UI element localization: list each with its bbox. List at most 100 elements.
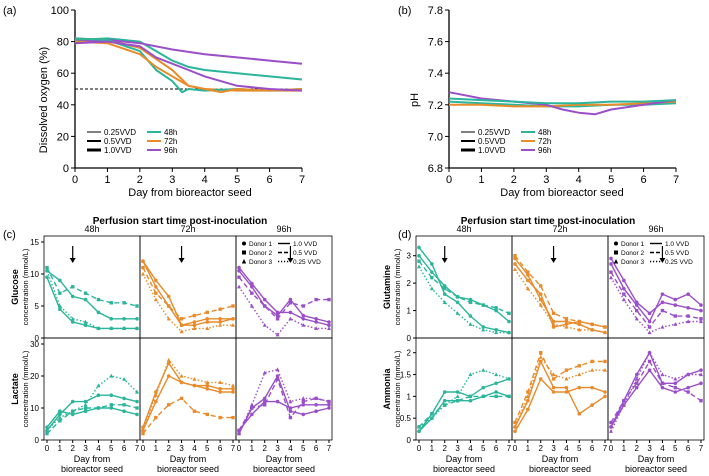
d-data-point [564, 324, 569, 329]
d-data-point [603, 325, 607, 329]
d-data-point [699, 372, 703, 377]
d-legend-style-label: 1.0 VVD [665, 241, 690, 248]
d-data-point [647, 368, 652, 372]
b-x-tick-label: 4 [576, 174, 582, 186]
d-data-point [609, 429, 613, 433]
c-data-point [288, 415, 293, 420]
c-data-point [135, 317, 139, 321]
d-data-point [481, 394, 486, 399]
c-data-point [179, 317, 184, 321]
c-series-line [46, 270, 137, 320]
c-data-point [109, 393, 114, 398]
d-series-line [610, 360, 702, 423]
d-data-point [513, 256, 517, 261]
c-series-line [238, 400, 329, 431]
b-x-tick-label: 1 [478, 174, 484, 186]
d-data-point [590, 403, 594, 407]
c-data-point [205, 317, 210, 321]
d-data-point [430, 416, 434, 420]
d-x-tick-label: 7 [603, 444, 608, 453]
a-x-tick-label: 5 [234, 174, 240, 186]
d-column-header: 48h [456, 224, 471, 234]
c-data-point [205, 380, 210, 384]
d-series-line [610, 258, 702, 315]
d-data-point [442, 284, 447, 288]
d-series-line [610, 351, 701, 432]
d-data-point [507, 330, 511, 335]
d-data-point [442, 390, 447, 394]
d-data-point [551, 390, 556, 394]
panel-b-xlabel: Day from bioreactor seed [500, 187, 624, 199]
d-data-point [609, 425, 613, 429]
d-x-tick-label: 0 [513, 444, 518, 453]
c-data-point [109, 403, 113, 407]
d-data-point [609, 275, 613, 280]
c-data-point [122, 403, 126, 407]
d-data-point [417, 253, 421, 258]
c-data-point [231, 390, 235, 394]
d-data-point [634, 300, 639, 305]
d-data-point [660, 308, 665, 313]
d-xlabel-line2: bioreactor seed [529, 464, 591, 474]
c-data-point [45, 265, 49, 270]
d-x-tick-label: 3 [647, 444, 652, 453]
c-data-point [192, 313, 197, 318]
d-data-point [455, 390, 460, 394]
d-data-point [417, 429, 421, 434]
c-data-point [70, 409, 75, 413]
d-column-header: 72h [552, 224, 567, 234]
d-row-label: Glutamine [382, 265, 392, 309]
c-data-point [263, 403, 267, 407]
c-data-point [70, 294, 75, 299]
c-series-line [238, 267, 330, 326]
c-x-tick-label: 1 [154, 444, 159, 453]
d-data-point [686, 319, 691, 324]
d-data-point [686, 390, 690, 394]
d-y-tick-label: 1.5 [400, 371, 412, 380]
d-legend-donor-label: Donor 1 [621, 241, 645, 248]
a-y-tick-label: 0 [63, 163, 69, 175]
c-data-point [250, 406, 254, 410]
d-data-point [442, 398, 447, 403]
c-data-point [249, 303, 254, 308]
d-xlabel-line2: bioreactor seed [625, 464, 687, 474]
c-series-line [142, 273, 233, 333]
d-data-point [699, 381, 703, 386]
c-data-point [122, 301, 126, 305]
d-data-point [513, 420, 517, 425]
b-y-tick-label: 7.6 [428, 37, 443, 49]
d-x-tick-label: 0 [417, 444, 422, 453]
b-y-tick-label: 7.2 [428, 100, 443, 112]
d-data-point [494, 327, 498, 332]
c-data-point [314, 403, 318, 407]
d-data-point [647, 330, 652, 335]
panel-c-label: (c) [3, 229, 16, 241]
c-xlabel-line1: Day from [74, 454, 111, 464]
c-data-point [250, 281, 254, 286]
c-data-point [262, 297, 267, 302]
c-data-point [301, 396, 306, 400]
c-subplot-frame [235, 337, 333, 441]
c-data-point [109, 406, 114, 410]
d-data-point [660, 385, 665, 390]
d-data-point [551, 325, 556, 329]
a-series-96h [74, 39, 303, 65]
c-data-point [58, 409, 62, 414]
d-data-point [525, 286, 530, 291]
b-legend-style-label: 1.0VVD [478, 146, 506, 155]
d-data-point [577, 364, 581, 368]
c-data-point [288, 406, 293, 410]
c-series-line [142, 358, 234, 431]
c-legend-style-label: 1.0 VVD [293, 241, 318, 248]
c-data-point [192, 323, 197, 328]
c-data-point [154, 390, 158, 394]
d-series-line [514, 350, 605, 423]
c-data-point [314, 320, 318, 324]
d-data-point [609, 270, 613, 274]
d-data-point [673, 297, 678, 302]
d-x-tick-label: 3 [551, 444, 556, 453]
c-data-point [218, 387, 222, 391]
b-y-tick-label: 7.8 [428, 5, 443, 17]
